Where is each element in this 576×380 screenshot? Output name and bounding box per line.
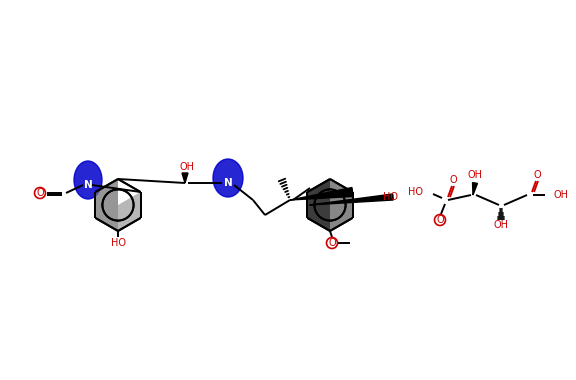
Text: OH: OH: [468, 170, 483, 180]
Polygon shape: [182, 173, 188, 183]
Text: HO: HO: [111, 238, 126, 248]
Text: N: N: [223, 178, 232, 188]
Text: O: O: [436, 215, 444, 225]
Text: O: O: [533, 170, 541, 180]
Polygon shape: [309, 194, 393, 205]
Text: O: O: [449, 175, 457, 185]
Ellipse shape: [74, 161, 102, 199]
Text: OH: OH: [553, 190, 568, 200]
Text: HO: HO: [383, 192, 398, 202]
Text: O: O: [36, 188, 44, 198]
Ellipse shape: [213, 159, 243, 197]
Text: OH: OH: [180, 162, 195, 172]
Text: N: N: [84, 180, 92, 190]
Text: HO: HO: [408, 187, 423, 197]
Polygon shape: [118, 179, 141, 231]
Polygon shape: [290, 188, 353, 200]
Text: O: O: [328, 238, 336, 248]
Polygon shape: [472, 182, 478, 195]
Polygon shape: [96, 179, 118, 231]
Text: OH: OH: [494, 220, 509, 230]
Polygon shape: [96, 179, 118, 231]
Polygon shape: [308, 179, 330, 231]
Polygon shape: [330, 179, 353, 231]
